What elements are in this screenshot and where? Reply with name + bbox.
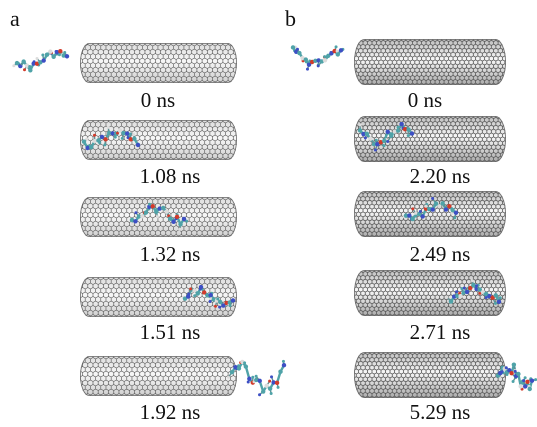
time-label-a-1: 1.08 ns (139, 164, 201, 188)
time-label-b-0: 0 ns (407, 88, 443, 112)
time-label-b-1: 2.20 ns (409, 164, 471, 188)
time-label-a-4: 1.92 ns (139, 400, 201, 424)
peptide-molecule-icon (182, 284, 236, 309)
nanotube-icon (354, 39, 506, 85)
time-label-b-2: 2.49 ns (409, 242, 471, 266)
panel-label-b: b (285, 6, 296, 31)
nanotube-icon (80, 43, 237, 83)
peptide-molecule-icon (445, 279, 502, 305)
nanotube-icon (354, 116, 506, 162)
nanotube-icon (80, 277, 237, 317)
peptide-molecule-icon (290, 45, 345, 71)
peptide-molecule-icon (495, 362, 537, 392)
peptide-molecule-icon (402, 197, 459, 222)
peptide-molecule-icon (129, 202, 189, 231)
time-label-a-3: 1.51 ns (139, 320, 201, 344)
time-label-b-4: 5.29 ns (409, 400, 471, 424)
peptide-molecule-icon (226, 359, 287, 397)
nanotube-icon (354, 352, 506, 398)
time-label-a-0: 0 ns (140, 88, 176, 112)
panel-label-a: a (10, 6, 20, 31)
time-label-b-3: 2.71 ns (409, 320, 471, 344)
peptide-molecule-icon (357, 121, 415, 152)
nanotube-icon (354, 270, 506, 316)
peptide-molecule-icon (81, 125, 141, 151)
peptide-molecule-icon (12, 49, 70, 73)
nanotube-icon (80, 356, 237, 396)
nanotube-icon (354, 191, 506, 237)
time-label-a-2: 1.32 ns (139, 242, 201, 266)
